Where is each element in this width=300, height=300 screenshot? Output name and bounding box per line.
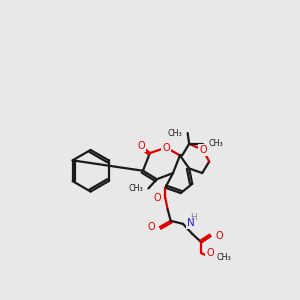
Text: CH₃: CH₃: [216, 253, 231, 262]
Text: O: O: [199, 145, 207, 155]
Text: O: O: [153, 193, 161, 203]
Text: H: H: [190, 213, 197, 222]
Text: O: O: [162, 143, 170, 153]
Text: CH₃: CH₃: [128, 184, 143, 193]
Text: CH₃: CH₃: [208, 139, 223, 148]
Text: O: O: [138, 141, 145, 151]
Text: CH₃: CH₃: [167, 128, 182, 137]
Text: O: O: [206, 248, 214, 258]
Text: O: O: [148, 222, 155, 232]
Text: O: O: [215, 231, 223, 241]
Text: N: N: [187, 218, 195, 228]
